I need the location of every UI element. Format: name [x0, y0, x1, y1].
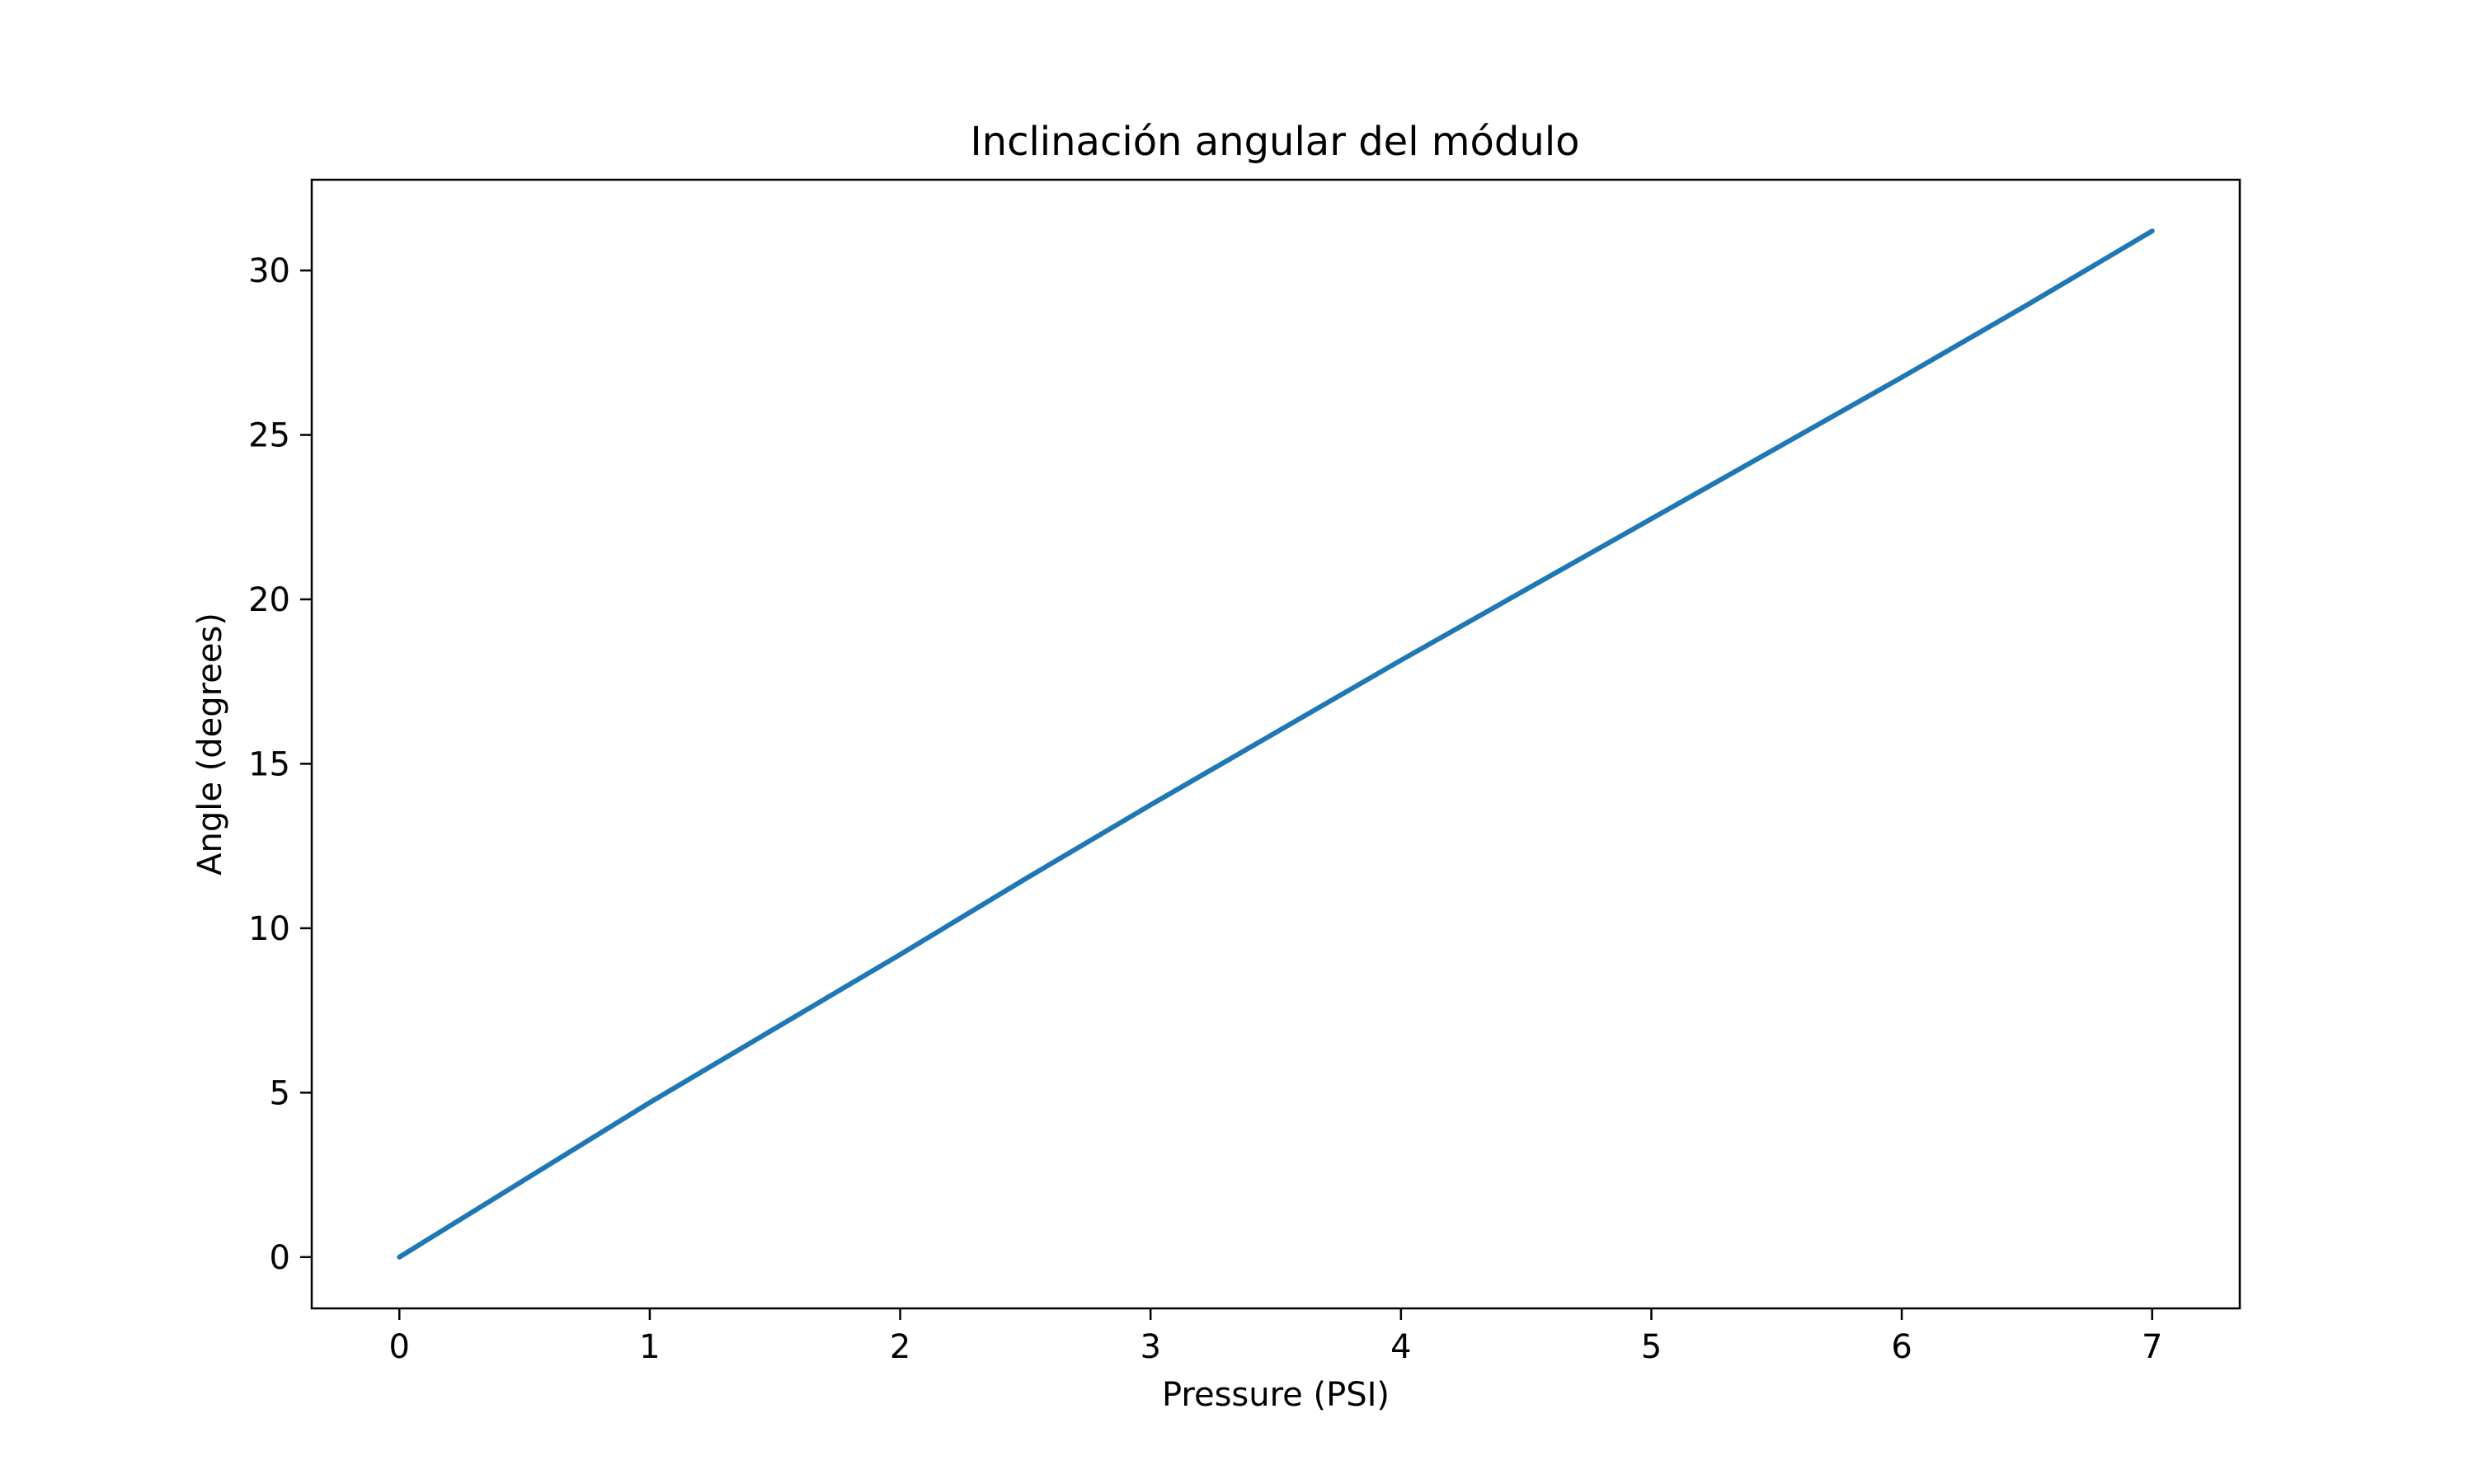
y-axis-label: Angle (degrees)	[191, 613, 229, 876]
y-tick-label: 0	[270, 1239, 290, 1277]
y-tick-label: 10	[248, 910, 290, 948]
x-tick-label: 7	[2142, 1328, 2162, 1366]
chart-title: Inclinación angular del módulo	[970, 119, 1579, 165]
y-axis-ticks: 0 5 10 15 20 25 30	[248, 252, 312, 1277]
x-tick-label: 4	[1390, 1328, 1411, 1366]
x-tick-label: 1	[639, 1328, 660, 1366]
x-axis-ticks: 0 1 2 3 4 5 6 7	[389, 1308, 2162, 1366]
plot-frame	[310, 178, 2241, 1310]
x-tick-label: 3	[1140, 1328, 1160, 1366]
series-line	[397, 228, 2155, 1260]
y-tick-label: 30	[248, 252, 290, 290]
x-tick-label: 0	[389, 1328, 410, 1366]
x-axis-label: Pressure (PSI)	[1162, 1376, 1390, 1414]
y-tick-label: 25	[248, 417, 290, 455]
x-tick-label: 6	[1891, 1328, 1912, 1366]
x-tick-label: 2	[890, 1328, 910, 1366]
y-tick-label: 20	[248, 581, 290, 619]
y-tick-label: 5	[270, 1074, 290, 1112]
series-layer	[397, 228, 2155, 1260]
x-tick-label: 5	[1641, 1328, 1662, 1366]
y-tick-label: 15	[248, 745, 290, 783]
